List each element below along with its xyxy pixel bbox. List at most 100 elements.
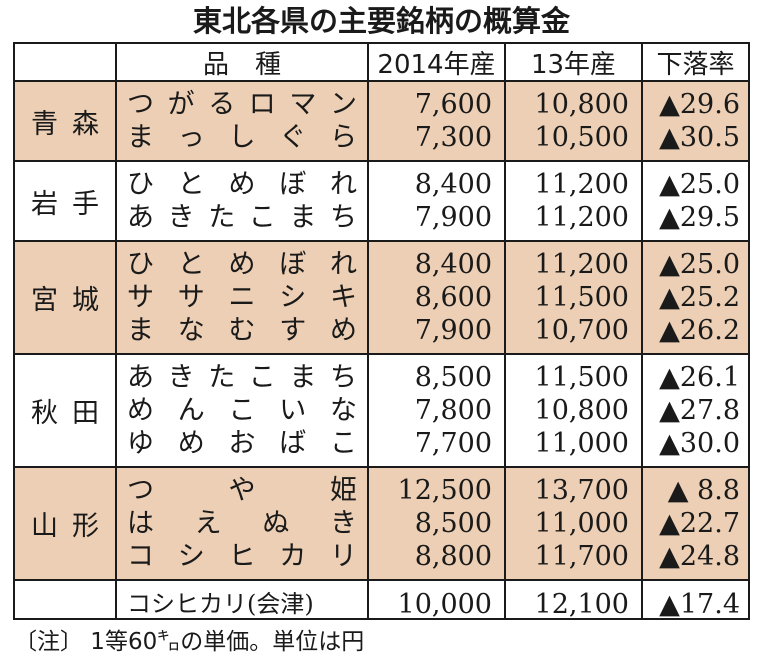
price-2013-cell: 11,000 <box>534 508 629 539</box>
variety-cell: つや姫 <box>127 475 357 506</box>
prefecture-name: 岩手 <box>31 188 113 220</box>
price-2013-cell: 10,500 <box>534 122 629 153</box>
variety-cell: コシヒカリ(会津) <box>127 590 314 618</box>
price-2014-column: 7,600 7,300 <box>367 82 504 160</box>
variety-cell: コシヒカリ <box>127 541 357 572</box>
prefecture-group: 福島コシヒカリ(会津) 同 (中通り) 同 (浜通り)10,0007,2006,… <box>15 581 748 620</box>
price-2014-cell: 7,900 <box>414 315 492 346</box>
prefecture-group: 青森つがるロマンまっしぐら 7,600 7,300 10,800 10,500 ▲29.6… <box>15 82 748 162</box>
price-2014-column: 10,0007,2006,900 <box>367 581 504 620</box>
variety-column: コシヒカリ(会津) 同 (中通り) 同 (浜通り) <box>115 581 367 618</box>
price-2013-cell: 12,100 <box>534 589 629 620</box>
price-2014-column: 12,500 8,500 8,800 <box>367 468 504 579</box>
price-2013-cell: 13,700 <box>534 475 629 506</box>
price-2013-cell: 10,800 <box>534 395 629 426</box>
variety-column: ひとめぼれあきたこまち <box>115 162 367 240</box>
variety-cell: まっしぐら <box>127 122 357 153</box>
price-2014-cell: 8,800 <box>414 541 492 572</box>
price-2014-cell: 8,500 <box>414 508 492 539</box>
price-2014-column: 8,500 7,800 7,700 <box>367 355 504 466</box>
price-2013-column: 10,800 10,500 <box>504 82 641 160</box>
prefecture-group: 岩手ひとめぼれあきたこまち 8,400 7,900 11,200 11,200 ▲25.0… <box>15 162 748 242</box>
price-2013-cell: 11,200 <box>534 202 629 233</box>
price-2014-cell: 7,600 <box>414 89 492 120</box>
drop-rate-cell: ▲ 8.8 <box>667 475 740 506</box>
variety-cell: あきたこまち <box>127 202 357 233</box>
table-header: 品 種 2014年産 13年産 下落率 <box>15 44 748 82</box>
price-2013-cell: 11,500 <box>534 282 629 313</box>
table-title: 東北各県の主要銘柄の概算金 <box>192 4 570 38</box>
drop-rate-cell: ▲30.5 <box>659 122 740 153</box>
price-2013-cell: 11,700 <box>534 541 629 572</box>
prefecture-name: 青森 <box>31 108 113 140</box>
footnote: 〔注〕 1等60㌔の単価。単位は円 <box>14 629 365 655</box>
drop-rate-cell: ▲30.0 <box>659 428 740 459</box>
price-2014-cell: 12,500 <box>397 475 492 506</box>
variety-cell: めんこいな <box>127 395 357 426</box>
prefecture-name: 福島 <box>15 581 115 618</box>
price-2013-cell: 10,800 <box>534 89 629 120</box>
header-variety: 品 種 <box>115 44 367 80</box>
price-2013-cell: 11,200 <box>534 249 629 280</box>
price-2014-cell: 7,900 <box>414 202 492 233</box>
prefecture-group: 山形つや姫はえぬきコシヒカリ 12,500 8,500 8,800 13,700 11,0… <box>15 468 748 581</box>
drop-rate-cell: ▲26.1 <box>659 362 740 393</box>
drop-rate-cell: ▲22.7 <box>659 508 740 539</box>
price-2013-column: 11,500 10,800 11,000 <box>504 355 641 466</box>
variety-cell: はえぬき <box>127 508 357 539</box>
price-2014-cell: 7,800 <box>414 395 492 426</box>
price-2013-column: 11,200 11,500 10,700 <box>504 242 641 353</box>
drop-rate-cell: ▲25.2 <box>659 282 740 313</box>
drop-rate-cell: ▲27.8 <box>659 395 740 426</box>
drop-rate-cell: ▲29.5 <box>659 202 740 233</box>
header-prefecture <box>15 44 115 80</box>
price-2014-column: 8,400 7,900 <box>367 162 504 240</box>
drop-rate-cell: ▲24.8 <box>659 541 740 572</box>
variety-column: ひとめぼれササニシキまなむすめ <box>115 242 367 353</box>
price-2014-cell: 8,600 <box>414 282 492 313</box>
price-2013-column: 13,700 11,000 11,700 <box>504 468 641 579</box>
drop-rate-cell: ▲17.4 <box>659 589 740 620</box>
variety-column: つや姫はえぬきコシヒカリ <box>115 468 367 579</box>
price-2013-cell: 11,500 <box>534 362 629 393</box>
drop-rate-cell: ▲29.6 <box>659 89 740 120</box>
price-2013-cell: 11,000 <box>534 428 629 459</box>
variety-cell: ササニシキ <box>127 282 357 313</box>
price-2013-column: 12,10011,10011,100 <box>504 581 641 620</box>
prefecture-group: 秋田あきたこまちめんこいなゆめおばこ 8,500 7,800 7,700 11,500 1… <box>15 355 748 468</box>
header-2014: 2014年産 <box>367 44 504 80</box>
drop-rate-column: ▲ 8.8 ▲22.7 ▲24.8 <box>641 468 748 579</box>
price-2014-cell: 8,400 <box>414 249 492 280</box>
variety-column: あきたこまちめんこいなゆめおばこ <box>115 355 367 466</box>
prefecture-name: 山形 <box>31 511 113 542</box>
variety-cell: あきたこまち <box>127 362 357 393</box>
price-2014-cell: 10,000 <box>397 589 492 620</box>
drop-rate-column: ▲17.4▲35.1▲37.8 <box>641 581 748 620</box>
price-2014-cell: 7,700 <box>414 428 492 459</box>
prefecture-name: 秋田 <box>31 398 113 429</box>
price-2013-cell: 10,700 <box>534 315 629 346</box>
header-2013: 13年産 <box>504 44 641 80</box>
header-drop-rate: 下落率 <box>641 44 748 80</box>
drop-rate-column: ▲29.6 ▲30.5 <box>641 82 748 160</box>
price-2013-cell: 11,200 <box>534 169 629 200</box>
drop-rate-column: ▲25.0 ▲25.2 ▲26.2 <box>641 242 748 353</box>
prefecture-group: 宮城ひとめぼれササニシキまなむすめ 8,400 8,600 7,900 11,200 11… <box>15 242 748 355</box>
variety-cell: ひとめぼれ <box>127 169 357 200</box>
drop-rate-cell: ▲25.0 <box>659 169 740 200</box>
price-table: 品 種 2014年産 13年産 下落率 青森つがるロマンまっしぐら 7,600 7,… <box>13 42 750 620</box>
price-2014-cell: 8,400 <box>414 169 492 200</box>
drop-rate-column: ▲25.0 ▲29.5 <box>641 162 748 240</box>
variety-cell: まなむすめ <box>127 315 357 346</box>
price-2014-cell: 8,500 <box>414 362 492 393</box>
variety-cell: ゆめおばこ <box>127 428 357 459</box>
variety-column: つがるロマンまっしぐら <box>115 82 367 160</box>
variety-cell: つがるロマン <box>127 89 357 120</box>
variety-cell: ひとめぼれ <box>127 249 357 280</box>
price-2014-cell: 7,300 <box>414 122 492 153</box>
drop-rate-column: ▲26.1 ▲27.8 ▲30.0 <box>641 355 748 466</box>
prefecture-name: 宮城 <box>31 285 113 316</box>
drop-rate-cell: ▲25.0 <box>659 249 740 280</box>
drop-rate-cell: ▲26.2 <box>659 315 740 346</box>
price-2013-column: 11,200 11,200 <box>504 162 641 240</box>
